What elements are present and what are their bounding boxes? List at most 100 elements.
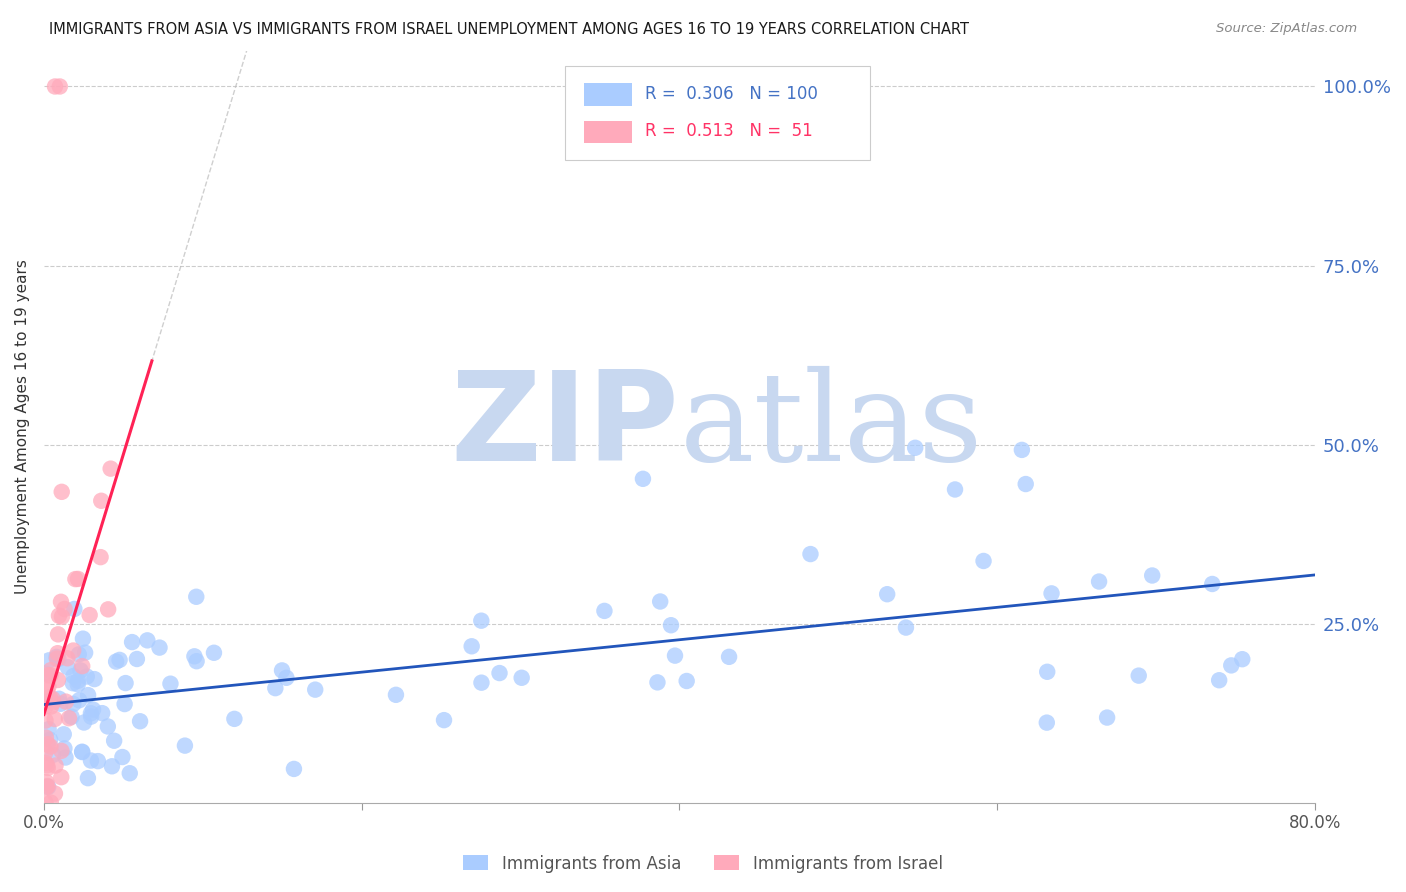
Text: R =  0.513   N =  51: R = 0.513 N = 51 bbox=[645, 122, 813, 140]
Point bbox=[66, 677, 89, 691]
Point bbox=[49, 595, 72, 609]
Point bbox=[37, 758, 59, 772]
Point bbox=[1220, 658, 1243, 673]
Point bbox=[37, 780, 59, 794]
Text: R =  0.306   N = 100: R = 0.306 N = 100 bbox=[645, 85, 818, 103]
Point bbox=[37, 668, 59, 682]
Point bbox=[631, 472, 654, 486]
Point bbox=[876, 587, 898, 601]
Point bbox=[1232, 652, 1254, 666]
Point bbox=[271, 664, 294, 678]
Point bbox=[87, 754, 110, 768]
Legend: Immigrants from Asia, Immigrants from Israel: Immigrants from Asia, Immigrants from Is… bbox=[457, 848, 949, 880]
Point bbox=[118, 766, 141, 780]
Point bbox=[67, 693, 90, 707]
Point bbox=[34, 666, 56, 681]
Point bbox=[79, 608, 101, 623]
Point bbox=[73, 715, 96, 730]
Point bbox=[62, 676, 84, 690]
Point bbox=[56, 660, 79, 674]
Point bbox=[51, 609, 73, 624]
Point bbox=[39, 668, 62, 682]
Point bbox=[675, 673, 697, 688]
Point bbox=[1011, 442, 1033, 457]
Point bbox=[39, 699, 62, 714]
Point bbox=[44, 712, 66, 726]
Point bbox=[433, 713, 456, 727]
Point bbox=[51, 744, 73, 758]
Point bbox=[91, 706, 114, 720]
Point bbox=[148, 640, 170, 655]
Point bbox=[34, 756, 56, 770]
Point bbox=[97, 719, 120, 733]
Text: ZIP: ZIP bbox=[450, 366, 679, 487]
Point bbox=[48, 608, 70, 623]
Point bbox=[37, 779, 59, 793]
Point bbox=[664, 648, 686, 663]
Point bbox=[283, 762, 305, 776]
Bar bbox=[583, 120, 633, 143]
Point bbox=[659, 618, 682, 632]
Point bbox=[49, 697, 72, 711]
Point bbox=[77, 688, 100, 702]
Point bbox=[66, 673, 89, 688]
Point bbox=[80, 706, 103, 721]
Point bbox=[70, 659, 93, 673]
Point bbox=[77, 771, 100, 785]
Point bbox=[105, 655, 128, 669]
Point bbox=[72, 632, 94, 646]
Point bbox=[114, 697, 136, 711]
Point bbox=[1036, 715, 1059, 730]
Point bbox=[35, 731, 58, 745]
Point bbox=[97, 602, 120, 616]
Point bbox=[1095, 710, 1118, 724]
Point bbox=[38, 653, 60, 667]
Point bbox=[55, 695, 77, 709]
Point bbox=[37, 737, 59, 751]
Point bbox=[904, 441, 927, 455]
Bar bbox=[583, 83, 633, 105]
Point bbox=[304, 682, 326, 697]
Point bbox=[121, 635, 143, 649]
Point bbox=[510, 671, 533, 685]
Point bbox=[973, 554, 995, 568]
Point bbox=[202, 646, 225, 660]
Text: Source: ZipAtlas.com: Source: ZipAtlas.com bbox=[1216, 22, 1357, 36]
Point bbox=[1140, 568, 1163, 582]
Point bbox=[34, 695, 56, 709]
Point bbox=[63, 602, 86, 616]
Point bbox=[53, 602, 76, 616]
Point bbox=[100, 461, 122, 475]
Point bbox=[125, 652, 148, 666]
Point bbox=[593, 604, 616, 618]
Point bbox=[41, 692, 63, 706]
Point bbox=[39, 732, 62, 747]
Point bbox=[1088, 574, 1111, 589]
Point bbox=[894, 621, 917, 635]
Point bbox=[1201, 577, 1223, 591]
Point bbox=[488, 666, 510, 681]
Point bbox=[69, 664, 91, 678]
Point bbox=[37, 761, 59, 775]
Point bbox=[34, 745, 56, 759]
Point bbox=[46, 673, 69, 687]
Point bbox=[35, 775, 58, 789]
Point bbox=[75, 646, 97, 660]
Point bbox=[103, 733, 125, 747]
Point bbox=[67, 648, 90, 662]
Point bbox=[39, 663, 62, 677]
Point bbox=[650, 594, 672, 608]
Point bbox=[56, 651, 79, 665]
Point bbox=[37, 680, 59, 694]
Point bbox=[44, 758, 66, 772]
Point bbox=[186, 590, 208, 604]
Point bbox=[39, 739, 62, 754]
Point bbox=[114, 676, 136, 690]
Point bbox=[80, 754, 103, 768]
Point bbox=[38, 690, 60, 705]
Point bbox=[34, 796, 56, 810]
Point bbox=[101, 759, 124, 773]
Point bbox=[58, 711, 80, 725]
Point bbox=[460, 640, 482, 654]
Point bbox=[1036, 665, 1059, 679]
